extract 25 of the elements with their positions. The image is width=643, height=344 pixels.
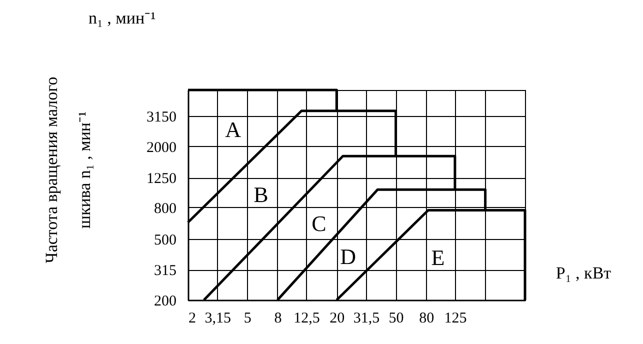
annotation: B: [254, 182, 268, 207]
annotation: D: [340, 244, 356, 269]
x-tick-label: 50: [388, 310, 404, 326]
annotation: E: [431, 245, 445, 270]
y-axis-title: n₁ , мин⁻¹: [88, 8, 156, 28]
x-tick-label: 125: [444, 310, 467, 326]
y-tick-label: 800: [154, 200, 176, 217]
x-tick-label: 12,5: [294, 310, 320, 326]
y-tick-label: 2000: [146, 140, 176, 156]
x-tick-label: 2: [188, 310, 196, 326]
x-tick-label: 31,5: [353, 310, 380, 326]
y-tick-label: 3150: [146, 109, 176, 126]
annotation: C: [312, 211, 326, 236]
x-tick-label: 80: [419, 310, 434, 326]
x-tick-label: 20: [330, 310, 345, 326]
x-tick-label: 5: [244, 310, 252, 326]
text: Частота вращения малого шкива n₁ , мин⁻¹: [42, 76, 94, 264]
y-tick-label: 315: [154, 263, 176, 280]
y-tick-label: 1250: [146, 171, 176, 188]
x-axis-title: P₁ , кВт: [556, 264, 612, 282]
x-tick-label: 8: [274, 310, 282, 326]
annotation: A: [225, 117, 242, 142]
x-tick-label: 3,15: [204, 310, 231, 326]
y-tick-label: 200: [154, 294, 176, 310]
y-tick-label: 500: [154, 232, 176, 248]
